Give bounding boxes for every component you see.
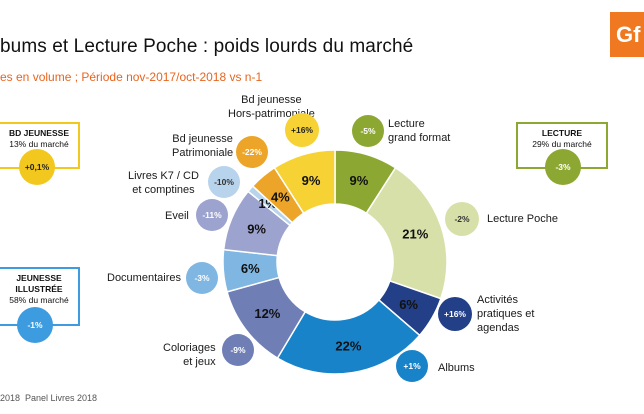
category-label-albums: Albums (438, 362, 475, 374)
change-badge-documentaires: -3% (186, 262, 218, 294)
summary-box-title: LECTURE (541, 128, 583, 138)
category-label-documentaires: Documentaires (107, 272, 181, 284)
summary-badge-bd-jeunesse: +0,1% (19, 149, 55, 185)
summary-box-share: 58% du marché (9, 295, 69, 305)
change-badge-bd-patrimoniale: -22% (236, 136, 268, 168)
slice-value-label: 21% (402, 227, 428, 242)
summary-box-share: 13% du marché (9, 139, 69, 149)
slice-value-label: 22% (335, 338, 361, 353)
summary-box-title: BD JEUNESSE (9, 128, 69, 138)
change-badge-lecture-poche: -2% (445, 202, 479, 236)
category-label-coloriages: Coloriages et jeux (163, 342, 216, 368)
change-badge-lecture-grand-format: -5% (352, 115, 384, 147)
category-label-lecture-grand-format: Lecture grand format (388, 118, 451, 144)
summary-badge-jeunesse-illustree: -1% (17, 307, 53, 343)
slice-value-label: 9% (350, 173, 369, 188)
category-label-activites: Activités pratiques et agendas (477, 294, 535, 334)
footer-source: Panel Livres 2018 (25, 393, 98, 403)
change-badge-coloriages: -9% (222, 334, 254, 366)
summary-box-share: 29% du marché (532, 139, 592, 149)
brand-logo: Gf (610, 12, 644, 57)
category-label-livres-k7: Livres K7 / CD et comptines (128, 170, 199, 196)
page-subtitle: es en volume ; Période nov-2017/oct-2018… (0, 70, 263, 84)
summary-box-title: JEUNESSE ILLUSTRÉE (15, 273, 63, 294)
category-label-lecture-poche: Lecture Poche (487, 213, 558, 225)
slice-value-label: 9% (302, 173, 321, 188)
change-badge-activites: +16% (438, 297, 472, 331)
donut-slice (276, 298, 421, 375)
slice-value-label: 4% (271, 189, 290, 204)
page-title: bums et Lecture Poche : poids lourds du … (0, 36, 414, 57)
slice-value-label: 6% (241, 261, 260, 276)
category-label-bd-hors-patrimoniale: Bd jeunesse Hors-patrimoniale (228, 94, 315, 120)
summary-badge-lecture: -3% (545, 149, 581, 185)
category-label-bd-patrimoniale: Bd jeunesse Patrimoniale (172, 133, 234, 159)
slice-value-label: 12% (254, 306, 280, 321)
donut-slice (273, 149, 336, 215)
category-label-eveil: Eveil (165, 210, 189, 222)
change-badge-eveil: -11% (196, 199, 228, 231)
change-badge-livres-k7: -10% (208, 166, 240, 198)
footer-year: 2018 (0, 393, 21, 403)
slice-value-label: 9% (247, 222, 266, 237)
slice-value-label: 6% (399, 297, 418, 312)
change-badge-bd-hors-patrimoniale: +16% (285, 113, 319, 147)
change-badge-albums: +1% (396, 350, 428, 382)
